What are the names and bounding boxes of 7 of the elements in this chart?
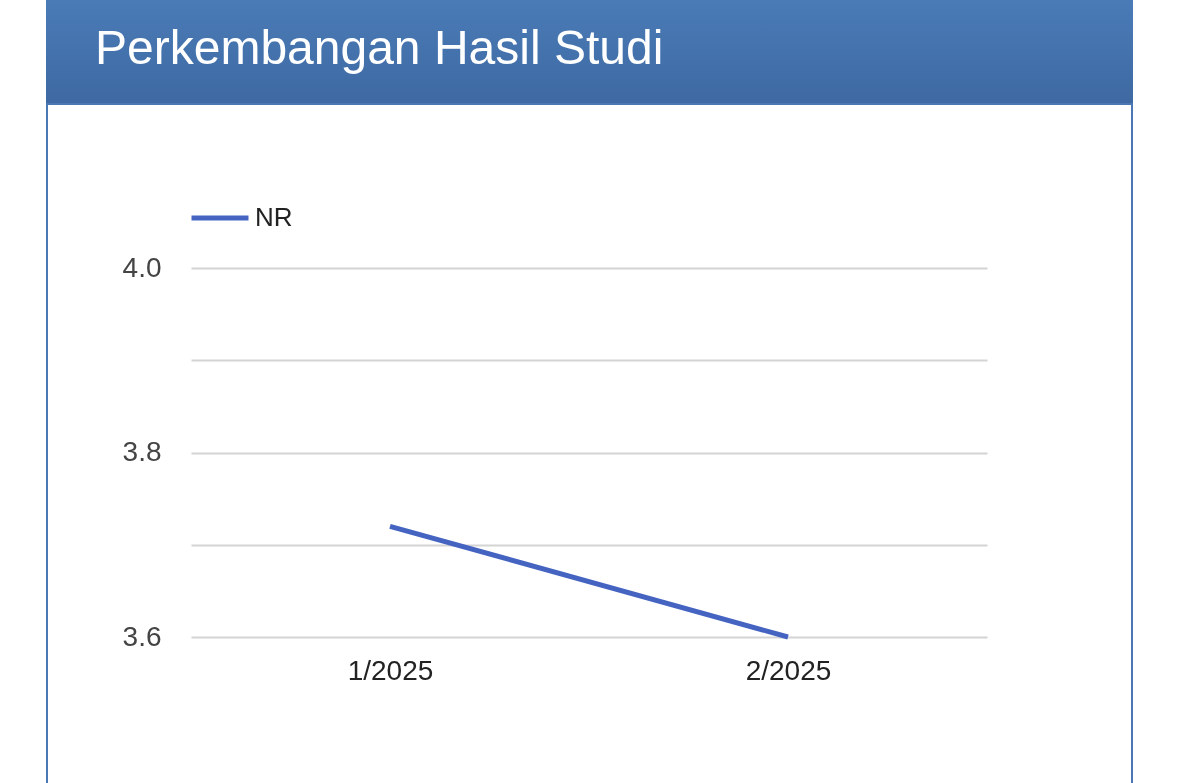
x-tick-label: 2/2025 <box>745 654 832 686</box>
legend-label: NR <box>255 202 293 232</box>
y-tick-label: 3.8 <box>122 436 162 467</box>
x-tick-label: 1/2025 <box>347 654 434 686</box>
chart-title: Perkembangan Hasil Studi <box>95 21 664 74</box>
y-tick-label: 3.6 <box>122 620 162 652</box>
y-tick-label: 4.0 <box>122 251 162 283</box>
